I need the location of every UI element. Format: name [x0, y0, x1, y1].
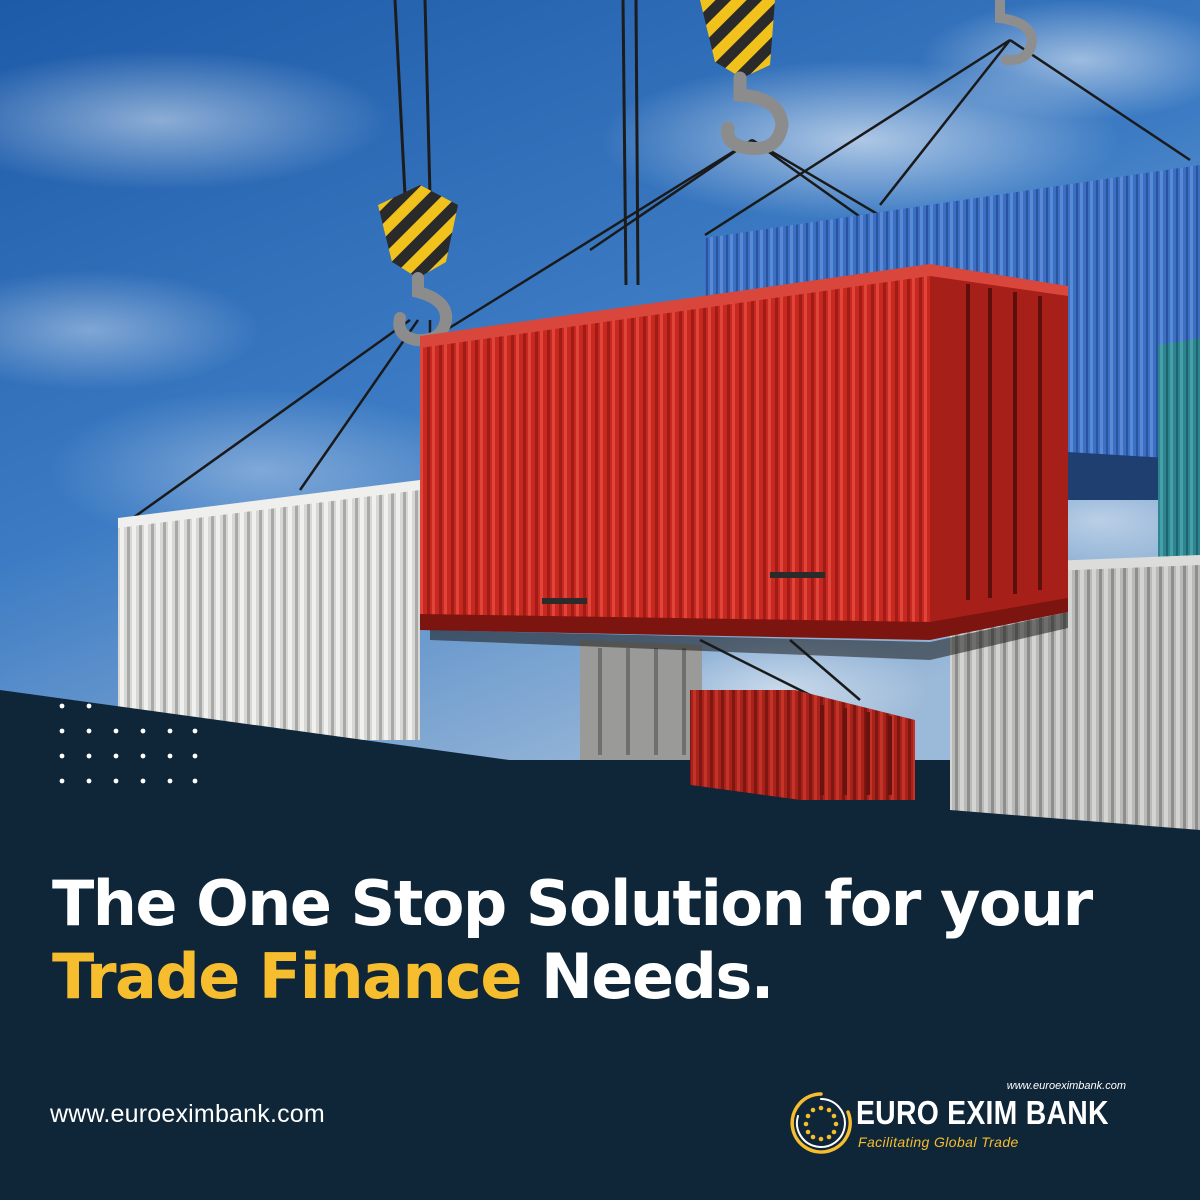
dot-grid-decoration [59, 703, 198, 784]
logo-tagline: Facilitating Global Trade [858, 1134, 1019, 1150]
headline-line-1: The One Stop Solution for your [52, 867, 1093, 940]
website-link[interactable]: www.euroeximbank.com [50, 1100, 325, 1128]
logo-name: EURO EXIM BANK [856, 1094, 1109, 1131]
headline-rest: Needs. [541, 939, 774, 1013]
euro-exim-bank-logo: www.euroeximbank.com EURO EXIM BANK Faci… [762, 1038, 1154, 1188]
headline: The One Stop Solution for your Trade Fin… [52, 867, 1172, 1013]
circle-of-stars-icon [790, 1092, 852, 1154]
headline-accent: Trade Finance [52, 939, 522, 1013]
logo-url: www.euroeximbank.com [1006, 1080, 1126, 1092]
